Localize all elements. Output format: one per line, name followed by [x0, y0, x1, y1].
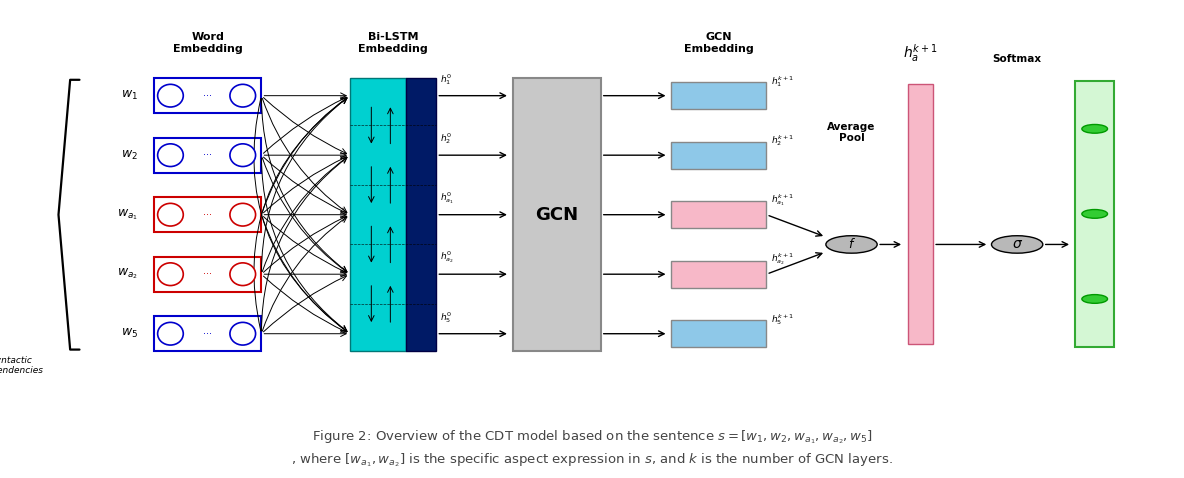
Text: $h_{a_2}^0$: $h_{a_2}^0$ — [439, 250, 453, 265]
FancyBboxPatch shape — [671, 261, 766, 288]
Text: $h_5^{k+1}$: $h_5^{k+1}$ — [771, 312, 794, 326]
FancyBboxPatch shape — [154, 138, 262, 173]
Text: $w_{1}$: $w_{1}$ — [121, 89, 137, 102]
Ellipse shape — [230, 144, 256, 166]
Text: $h_2^{k+1}$: $h_2^{k+1}$ — [771, 133, 794, 148]
Text: $f$: $f$ — [848, 238, 856, 251]
FancyBboxPatch shape — [671, 201, 766, 228]
FancyBboxPatch shape — [154, 316, 262, 351]
Text: $h_{a_2}^{k+1}$: $h_{a_2}^{k+1}$ — [771, 251, 794, 267]
Text: $h_1^{k+1}$: $h_1^{k+1}$ — [771, 74, 794, 88]
FancyBboxPatch shape — [671, 141, 766, 169]
Text: ···: ··· — [204, 150, 212, 160]
Text: ···: ··· — [204, 91, 212, 101]
Ellipse shape — [230, 203, 256, 226]
Text: Average
Pool: Average Pool — [828, 122, 876, 143]
Ellipse shape — [157, 263, 184, 285]
Text: $w_{a_2}$: $w_{a_2}$ — [117, 267, 137, 282]
FancyBboxPatch shape — [406, 78, 437, 351]
Ellipse shape — [230, 322, 256, 345]
Text: , where $[w_{a_1}, w_{a_2}]$ is the specific aspect expression in $s$, and $k$ i: , where $[w_{a_1}, w_{a_2}]$ is the spec… — [291, 451, 893, 468]
Text: $h_5^0$: $h_5^0$ — [439, 310, 452, 325]
Text: ···: ··· — [204, 210, 212, 220]
Text: ···: ··· — [204, 269, 212, 279]
FancyBboxPatch shape — [907, 84, 933, 344]
Text: $w_{a_1}$: $w_{a_1}$ — [117, 207, 137, 222]
Text: syntactic
dependencies: syntactic dependencies — [0, 356, 44, 375]
FancyBboxPatch shape — [514, 78, 600, 351]
Text: ···: ··· — [204, 329, 212, 339]
Ellipse shape — [230, 84, 256, 107]
Text: $h_{a_1}^{k+1}$: $h_{a_1}^{k+1}$ — [771, 192, 794, 207]
FancyBboxPatch shape — [154, 197, 262, 232]
FancyBboxPatch shape — [1075, 81, 1114, 347]
Text: $w_{5}$: $w_{5}$ — [121, 327, 137, 340]
Text: $\sigma$: $\sigma$ — [1011, 238, 1023, 251]
Ellipse shape — [157, 203, 184, 226]
FancyBboxPatch shape — [671, 82, 766, 109]
Circle shape — [1082, 209, 1107, 218]
Ellipse shape — [157, 322, 184, 345]
Text: Figure 2: Overview of the CDT model based on the sentence $s = [w_1, w_2, w_{a_1: Figure 2: Overview of the CDT model base… — [311, 429, 873, 446]
Ellipse shape — [230, 263, 256, 285]
Text: GCN
Embedding: GCN Embedding — [683, 32, 753, 54]
FancyBboxPatch shape — [154, 78, 262, 113]
FancyBboxPatch shape — [350, 78, 406, 351]
Text: Bi-LSTM
Embedding: Bi-LSTM Embedding — [359, 32, 429, 54]
Ellipse shape — [157, 144, 184, 166]
Text: GCN: GCN — [535, 206, 579, 224]
Circle shape — [1082, 294, 1107, 304]
Text: $h_a^{k+1}$: $h_a^{k+1}$ — [903, 42, 938, 64]
Text: $h_1^0$: $h_1^0$ — [439, 72, 452, 87]
Circle shape — [1082, 124, 1107, 133]
FancyBboxPatch shape — [671, 320, 766, 347]
Text: $h_2^0$: $h_2^0$ — [439, 131, 452, 146]
Circle shape — [826, 236, 877, 253]
Text: $w_{2}$: $w_{2}$ — [121, 149, 137, 162]
Text: $h_{a_1}^0$: $h_{a_1}^0$ — [439, 190, 453, 206]
Text: Softmax: Softmax — [992, 54, 1042, 64]
Circle shape — [991, 236, 1043, 253]
FancyBboxPatch shape — [154, 257, 262, 292]
Text: Word
Embedding: Word Embedding — [173, 32, 243, 54]
Ellipse shape — [157, 84, 184, 107]
